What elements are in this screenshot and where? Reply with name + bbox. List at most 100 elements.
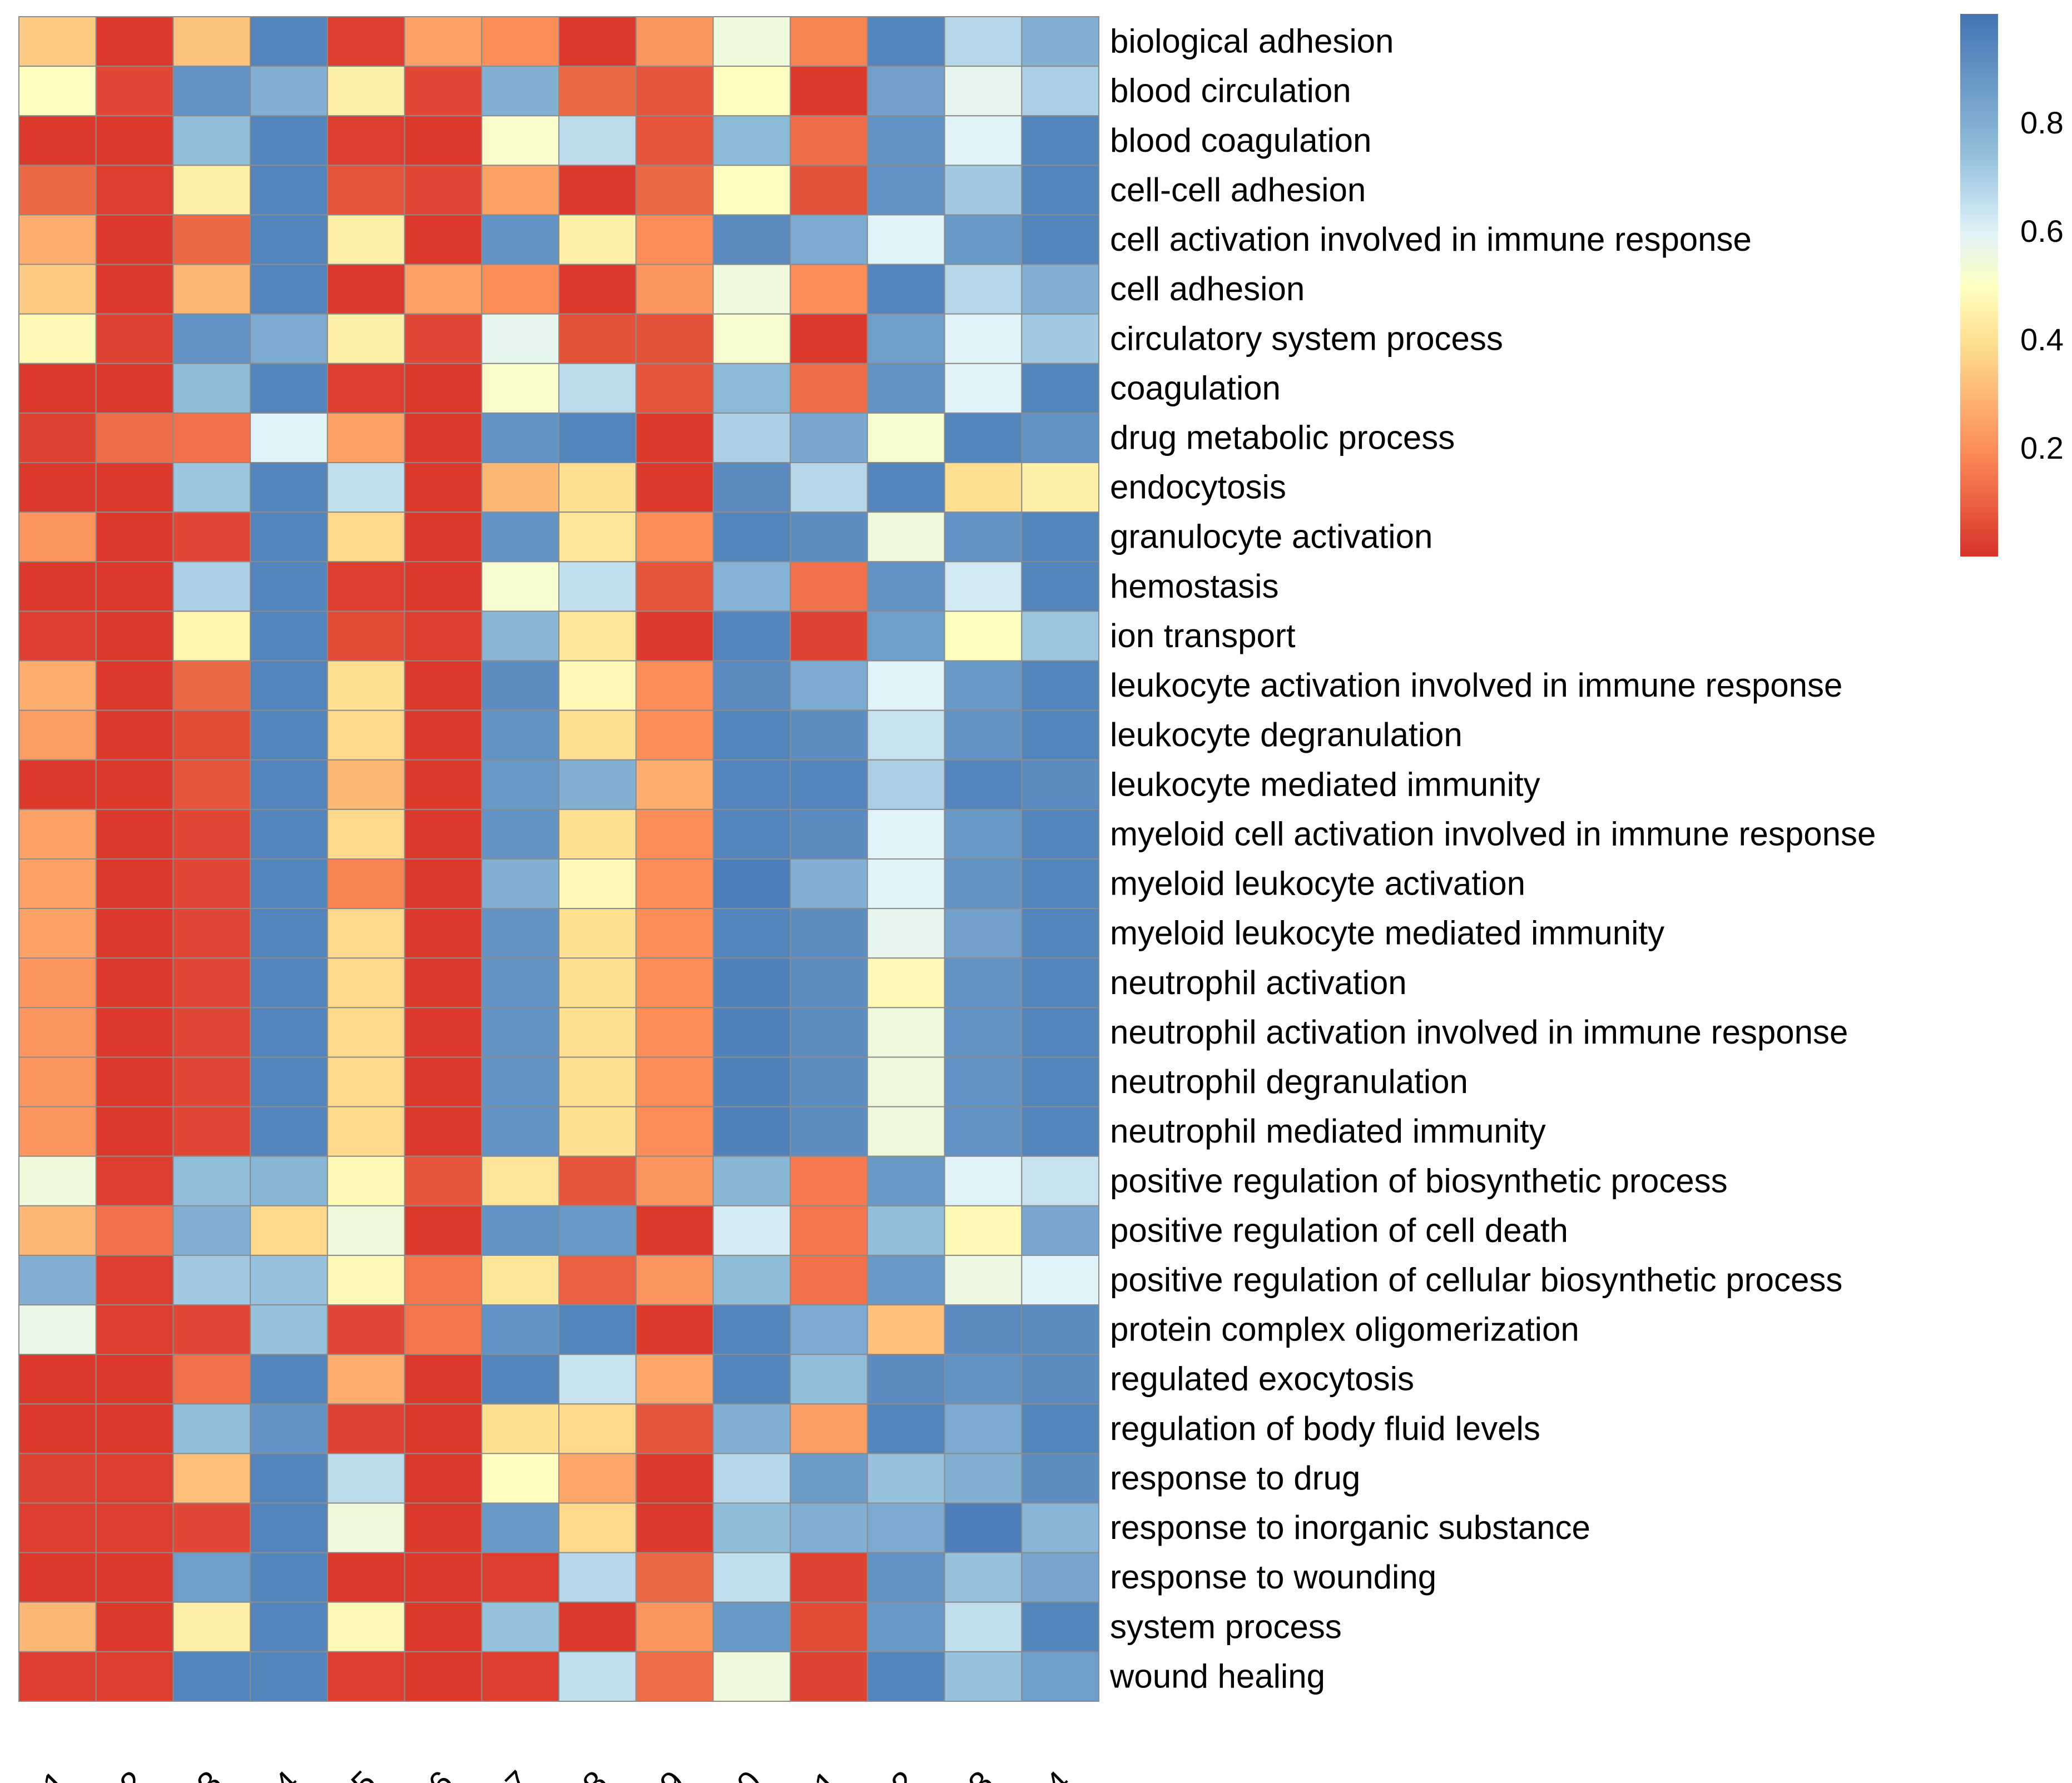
heatmap-cell (250, 1007, 328, 1058)
heatmap-cell (558, 1056, 637, 1107)
colorbar-segment (1960, 84, 1998, 91)
heatmap-cell (95, 610, 174, 662)
heatmap-cell (481, 957, 559, 1009)
heatmap-cell (790, 1552, 868, 1603)
colorbar-segment (1960, 312, 1998, 318)
heatmap-cell (558, 1155, 637, 1206)
heatmap-cell (944, 561, 1023, 612)
heatmap-cell (95, 808, 174, 860)
colorbar-segment (1960, 214, 1998, 221)
colorbar-segment (1960, 534, 1998, 540)
heatmap-cell (95, 908, 174, 959)
heatmap-cell (944, 66, 1023, 117)
colorbar-segment (1960, 236, 1998, 242)
heatmap-cell (790, 16, 868, 67)
heatmap-cell (172, 362, 251, 414)
colorbar-segment (1960, 426, 1998, 432)
heatmap-cell (250, 1601, 328, 1652)
row-label: wound healing (1109, 1657, 1325, 1695)
heatmap-cell (558, 313, 637, 364)
colorbar-segment (1960, 155, 1998, 161)
heatmap-cell (95, 66, 174, 117)
heatmap-cell (712, 660, 791, 711)
heatmap-cell (635, 1354, 714, 1405)
heatmap-cell (18, 1453, 97, 1504)
colorbar-segment (1960, 203, 1998, 210)
heatmap-cell (712, 1007, 791, 1058)
heatmap-cell (944, 462, 1023, 513)
heatmap-cell (172, 561, 251, 612)
heatmap-cell (944, 858, 1023, 910)
heatmap-cell (95, 511, 174, 563)
heatmap-cell (558, 1254, 637, 1306)
heatmap-cell (1021, 1007, 1100, 1058)
heatmap-cell (635, 362, 714, 414)
heatmap-cell (712, 1304, 791, 1355)
heatmap-cell (1021, 1601, 1100, 1652)
heatmap-cell (95, 264, 174, 315)
colorbar-segment (1960, 36, 1998, 42)
heatmap-cell (1021, 808, 1100, 860)
column-label: M14 (1005, 1764, 1078, 1783)
heatmap-cell (944, 1354, 1023, 1405)
heatmap-cell (558, 610, 637, 662)
row-labels: biological adhesion blood circulation bloo… (1109, 23, 1876, 1695)
heatmap-cell (18, 858, 97, 910)
heatmap-cell (404, 1007, 483, 1058)
heatmap-cell (481, 1007, 559, 1058)
heatmap-cell (481, 165, 559, 216)
heatmap-cell (712, 1155, 791, 1206)
column-label: M9 (633, 1764, 692, 1783)
heatmap-cell (1021, 1304, 1100, 1355)
heatmap-cell (481, 1106, 559, 1157)
heatmap-cell (944, 412, 1023, 464)
heatmap-cell (944, 1106, 1023, 1157)
heatmap-cell (95, 1651, 174, 1702)
heatmap-cell (481, 313, 559, 364)
heatmap-cell (326, 313, 405, 364)
heatmap-cell (866, 908, 945, 959)
heatmap-cell (635, 412, 714, 464)
heatmap-cell (1021, 1056, 1100, 1107)
heatmap-cell (326, 1403, 405, 1454)
heatmap-cell (18, 66, 97, 117)
heatmap-cell (18, 808, 97, 860)
heatmap-cell (172, 908, 251, 959)
heatmap-cell (1021, 709, 1100, 761)
heatmap-cell (944, 264, 1023, 315)
heatmap-cell (790, 1106, 868, 1157)
heatmap-cell (326, 16, 405, 67)
colorbar-segment (1960, 176, 1998, 183)
colorbar-segment (1960, 550, 1998, 557)
heatmap-cell (1021, 16, 1100, 67)
colorbar-segment (1960, 339, 1998, 345)
heatmap-cell (172, 511, 251, 563)
row-label: protein complex oligomerization (1110, 1311, 1579, 1348)
heatmap-cell (944, 709, 1023, 761)
heatmap-cell (250, 1651, 328, 1702)
colorbar-segment (1960, 442, 1998, 448)
heatmap-cell (558, 1304, 637, 1355)
heatmap-cell (326, 1453, 405, 1504)
colorbar-segment (1960, 350, 1998, 356)
colorbar-segment (1960, 62, 1998, 69)
heatmap-cell (18, 610, 97, 662)
row-label: myeloid cell activation involved in immu… (1110, 815, 1876, 852)
heatmap-cell (635, 1254, 714, 1306)
colorbar-segment (1960, 290, 1998, 296)
heatmap-cell (635, 1453, 714, 1504)
heatmap-cell (326, 858, 405, 910)
heatmap-cell (866, 362, 945, 414)
colorbar-tick-label: 0.8 (2020, 105, 2064, 140)
heatmap-cell (635, 16, 714, 67)
heatmap-cell (944, 1254, 1023, 1306)
row-label: neutrophil activation (1110, 964, 1407, 1001)
heatmap-cell (404, 1254, 483, 1306)
heatmap-cell (481, 610, 559, 662)
heatmap-cell (95, 1056, 174, 1107)
colorbar-segment (1960, 274, 1998, 280)
heatmap-cell (1021, 462, 1100, 513)
heatmap-cell (326, 709, 405, 761)
heatmap-cell (481, 1502, 559, 1553)
heatmap-cell (866, 808, 945, 860)
